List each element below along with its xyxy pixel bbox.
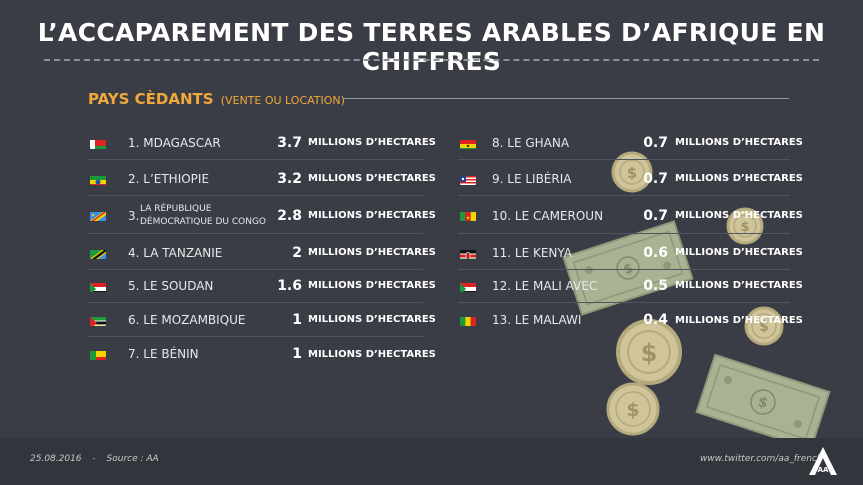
list-item: 4. LA TANZANIE 2 MILLIONS D’HECTARES xyxy=(88,236,436,270)
flag-icon xyxy=(460,209,476,221)
flag-icon xyxy=(90,173,106,185)
list-item: 12. LE MALI AVEC 0.5 MILLIONS D’HECTARES xyxy=(458,269,803,303)
section-subtitle: (VENTE OU LOCATION) xyxy=(220,94,345,107)
country-unit: MILLIONS D’HECTARES xyxy=(675,173,803,184)
flag-icon xyxy=(90,348,106,360)
section-header: PAYS CÈDANTS (VENTE OU LOCATION) xyxy=(88,89,345,108)
list-item: 3. LA RÉPUBLIQUE DÉMOCRATIQUE DU CONGO 2… xyxy=(88,198,436,234)
list-item: 11. LE KENYA 0.6 MILLIONS D’HECTARES xyxy=(458,236,803,270)
title-divider xyxy=(44,59,819,61)
country-unit: MILLIONS D’HECTARES xyxy=(308,348,436,360)
country-value: 0.5 xyxy=(643,277,668,294)
flag-icon xyxy=(460,173,476,185)
country-label: 8. LE GHANA xyxy=(492,135,570,150)
country-unit: MILLIONS D’HECTARES xyxy=(308,137,436,148)
flag-icon xyxy=(90,247,106,259)
bill-2 xyxy=(695,353,831,451)
coin-symbol: $ xyxy=(641,339,658,367)
country-unit: MILLIONS D’HECTARES xyxy=(675,247,803,258)
list-item: 13. LE MALAWI 0.4 MILLIONS D’HECTARES xyxy=(458,303,803,337)
flag-icon xyxy=(460,314,476,326)
country-label-line1: LA RÉPUBLIQUE xyxy=(140,204,212,214)
page-title: L’ACCAPAREMENT DES TERRES ARABLES D’AFRI… xyxy=(37,18,826,76)
country-unit: MILLIONS D’HECTARES xyxy=(675,137,803,148)
list-item: 7. LE BÉNIN 1 MILLIONS D’HECTARES xyxy=(88,337,436,371)
country-label: 5. LE SOUDAN xyxy=(128,278,214,293)
country-unit: MILLIONS D’HECTARES xyxy=(675,210,803,221)
section-title: PAYS CÈDANTS xyxy=(88,90,214,108)
country-label-line2: DÉMOCRATIQUE DU CONGO xyxy=(140,217,267,227)
country-rank: 3. xyxy=(128,209,140,223)
country-value: 1.6 xyxy=(277,277,302,294)
footer-twitter-link[interactable]: www.twitter.com/aa_french xyxy=(700,454,823,464)
country-unit: MILLIONS D’HECTARES xyxy=(308,247,436,258)
country-value: 0.7 xyxy=(643,170,668,187)
section-divider xyxy=(343,98,789,99)
footer-date: 25.08.2016 xyxy=(30,454,82,464)
flag-icon xyxy=(90,280,106,292)
country-unit: MILLIONS D’HECTARES xyxy=(308,280,436,291)
country-unit: MILLIONS D’HECTARES xyxy=(675,280,803,291)
bill-symbol: $ xyxy=(756,394,770,412)
country-label: 4. LA TANZANIE xyxy=(128,245,223,260)
footer-source: Source : AA xyxy=(106,454,159,464)
list-item: 5. LE SOUDAN 1.6 MILLIONS D’HECTARES xyxy=(88,269,436,303)
list-item: 2. L’ETHIOPIE 3.2 MILLIONS D’HECTARES xyxy=(88,162,436,196)
list-item: 1. MDAGASCAR 3.7 MILLIONS D’HECTARES xyxy=(88,126,436,160)
country-value: 0.7 xyxy=(643,134,668,151)
footer-separator: - xyxy=(92,454,96,464)
country-label: 6. LE MOZAMBIQUE xyxy=(128,312,246,327)
list-item: 9. LE LIBÉRIA 0.7 MILLIONS D’HECTARES xyxy=(458,162,803,196)
coin-symbol: $ xyxy=(626,399,639,421)
flag-icon xyxy=(90,314,106,326)
country-value: 2.8 xyxy=(277,207,302,224)
aa-logo-icon: AA xyxy=(809,447,837,475)
country-unit: MILLIONS D’HECTARES xyxy=(675,314,803,326)
country-label: 11. LE KENYA xyxy=(492,245,573,260)
list-item: 6. LE MOZAMBIQUE 1 MILLIONS D’HECTARES xyxy=(88,303,436,337)
country-value: 3.7 xyxy=(277,134,302,151)
flag-icon xyxy=(460,137,476,149)
country-label: 13. LE MALAWI xyxy=(492,313,582,327)
flag-icon xyxy=(90,137,106,149)
country-value: 0.4 xyxy=(643,312,668,328)
logo-text: AA xyxy=(818,466,829,474)
country-value: 3.2 xyxy=(277,170,302,187)
country-label: 2. L’ETHIOPIE xyxy=(128,171,210,186)
country-label: 12. LE MALI AVEC xyxy=(492,278,598,293)
footer-meta: 25.08.2016 - Source : AA xyxy=(30,454,159,464)
country-label: 1. MDAGASCAR xyxy=(128,135,221,150)
country-label: 10. LE CAMEROUN xyxy=(492,208,604,223)
coin-5 xyxy=(606,382,660,436)
country-value: 0.6 xyxy=(643,244,668,261)
list-item: 8. LE GHANA 0.7 MILLIONS D’HECTARES xyxy=(458,126,803,160)
footer: 25.08.2016 - Source : AA www.twitter.com… xyxy=(0,438,863,485)
country-unit: MILLIONS D’HECTARES xyxy=(308,173,436,184)
country-value: 0.7 xyxy=(643,207,668,224)
country-label: 9. LE LIBÉRIA xyxy=(492,171,572,186)
list-item: 10. LE CAMEROUN 0.7 MILLIONS D’HECTARES xyxy=(458,198,803,234)
flag-icon xyxy=(460,247,476,259)
country-label: 7. LE BÉNIN xyxy=(128,347,199,361)
country-value: 1 xyxy=(292,346,302,362)
country-unit: MILLIONS D’HECTARES xyxy=(308,314,436,325)
flag-icon xyxy=(460,280,476,292)
country-value: 2 xyxy=(292,244,302,261)
country-value: 1 xyxy=(292,311,302,328)
country-unit: MILLIONS D’HECTARES xyxy=(308,210,436,221)
flag-icon xyxy=(90,209,106,221)
